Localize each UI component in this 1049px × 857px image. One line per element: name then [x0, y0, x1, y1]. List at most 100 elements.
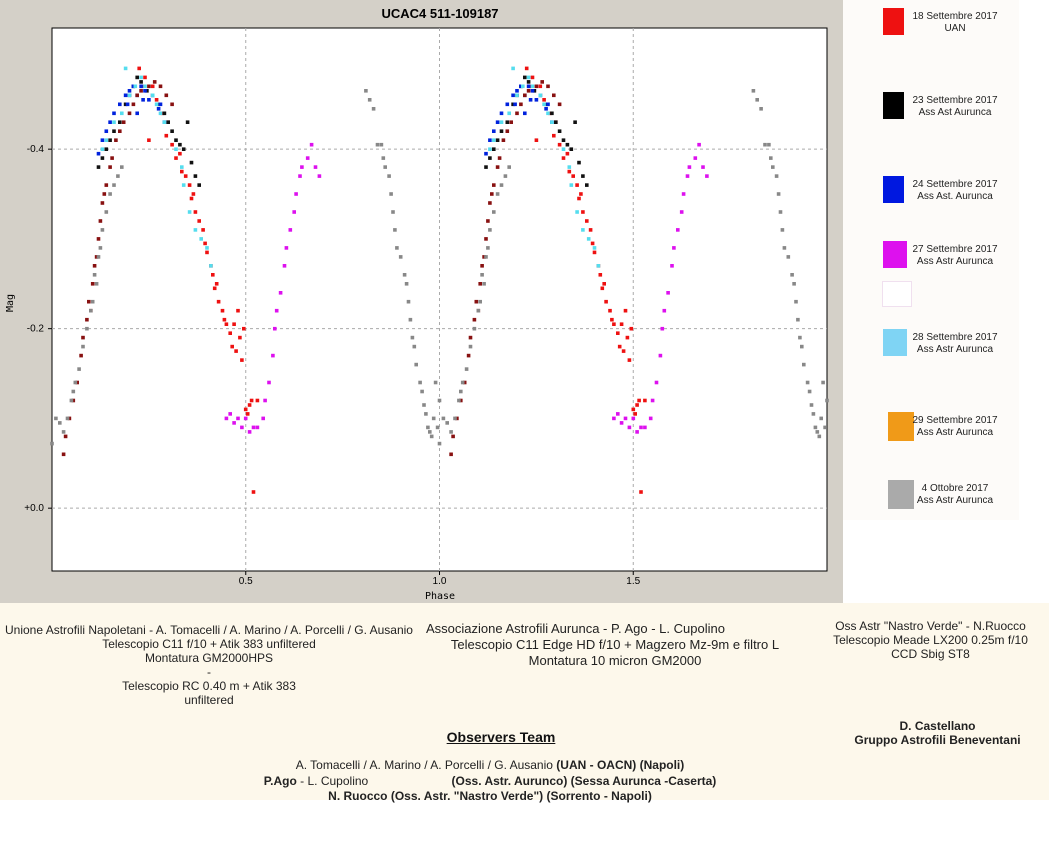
data-point — [127, 111, 132, 116]
data-point — [476, 308, 481, 313]
data-point — [790, 273, 794, 277]
data-point — [486, 219, 490, 223]
data-point — [143, 84, 147, 89]
data-point — [503, 174, 508, 178]
data-point — [482, 255, 486, 259]
data-point — [449, 430, 453, 434]
data-point — [112, 183, 116, 187]
data-point — [398, 255, 403, 259]
data-point — [158, 102, 163, 107]
data-point — [96, 151, 101, 156]
data-point — [216, 299, 221, 304]
data-point — [61, 430, 66, 434]
data-point — [294, 192, 298, 196]
data-point — [127, 89, 132, 93]
data-point — [393, 228, 397, 232]
data-point — [104, 183, 109, 187]
data-point — [73, 380, 78, 385]
data-point — [58, 421, 62, 425]
credit-nastro-verde-line: Oss Astr "Nastro Verde" - N.Ruocco — [835, 619, 1026, 633]
data-point — [201, 228, 205, 232]
data-point — [767, 142, 771, 147]
data-point — [800, 344, 804, 349]
data-point — [116, 174, 120, 178]
data-point — [763, 142, 767, 147]
data-point — [123, 66, 128, 71]
data-point — [85, 326, 89, 331]
data-point — [309, 142, 314, 147]
data-point — [90, 299, 95, 304]
data-point — [209, 264, 213, 268]
data-point — [156, 102, 161, 107]
data-point — [623, 416, 628, 421]
data-point — [71, 398, 76, 403]
data-point — [247, 430, 252, 434]
data-point — [505, 120, 510, 124]
data-point — [585, 183, 589, 187]
credit-benevento-line: Gruppo Astrofili Beneventani — [854, 733, 1021, 747]
data-point — [133, 84, 138, 89]
data-point — [404, 282, 409, 286]
light-curve-chart: 0.5 1.0 1.5 +0.0 -0.2 -0.4 UCAC4 511-109187 P… — [5, 6, 829, 602]
data-point — [431, 416, 436, 421]
data-point — [478, 282, 482, 286]
data-point — [486, 246, 490, 250]
data-point — [548, 111, 552, 116]
data-point — [156, 107, 161, 111]
data-point — [145, 89, 149, 93]
data-point — [92, 264, 97, 268]
data-point — [625, 335, 630, 340]
axes: 0.5 1.0 1.5 +0.0 -0.2 -0.4 — [24, 144, 640, 587]
data-point — [643, 425, 647, 430]
data-point — [251, 425, 256, 430]
data-point — [181, 183, 186, 187]
data-point — [242, 326, 246, 331]
data-point — [586, 237, 591, 241]
data-point — [211, 273, 215, 277]
data-point — [464, 367, 469, 371]
data-point — [414, 362, 418, 367]
data-point — [526, 75, 531, 80]
data-point — [158, 111, 163, 116]
data-point — [521, 84, 525, 89]
data-point — [526, 80, 531, 84]
data-point — [546, 84, 550, 89]
data-point — [759, 107, 763, 111]
legend-swatch — [883, 176, 904, 203]
legend-swatch — [883, 329, 907, 356]
data-point — [429, 434, 434, 439]
data-point — [232, 322, 236, 326]
credit-benevento: D. Castellano Gruppo Astrofili Beneventa… — [840, 719, 1035, 747]
data-point — [792, 282, 796, 286]
data-point — [672, 246, 676, 250]
data-point — [197, 219, 201, 223]
data-point — [488, 156, 492, 160]
data-point — [557, 142, 562, 147]
data-point — [203, 241, 207, 246]
data-point — [557, 129, 562, 133]
data-point — [519, 102, 523, 107]
credit-aurunca-line: Montatura 10 micron GM2000 — [528, 653, 702, 668]
data-point — [685, 174, 690, 178]
credit-uan-line: Telescopio RC 0.40 m + Atik 383 — [122, 679, 296, 693]
team-line-aurunca: P.Ago - L. Cupolino (Oss. Astr. Aurunco)… — [220, 774, 760, 789]
data-point — [193, 228, 198, 232]
data-point — [174, 147, 178, 151]
data-point — [150, 84, 155, 89]
data-point — [474, 299, 479, 304]
data-points — [50, 66, 829, 494]
data-point — [418, 380, 422, 385]
data-point — [170, 142, 174, 147]
grid-lines — [52, 28, 827, 571]
data-point — [468, 335, 473, 340]
data-point — [501, 138, 506, 142]
data-point — [135, 93, 139, 98]
data-point — [585, 219, 589, 223]
data-point — [174, 138, 178, 142]
data-point — [381, 156, 386, 160]
data-point — [424, 412, 428, 416]
data-point — [780, 228, 785, 232]
credit-uan-line: - — [207, 665, 211, 679]
data-point — [581, 174, 585, 178]
data-point — [108, 165, 112, 169]
